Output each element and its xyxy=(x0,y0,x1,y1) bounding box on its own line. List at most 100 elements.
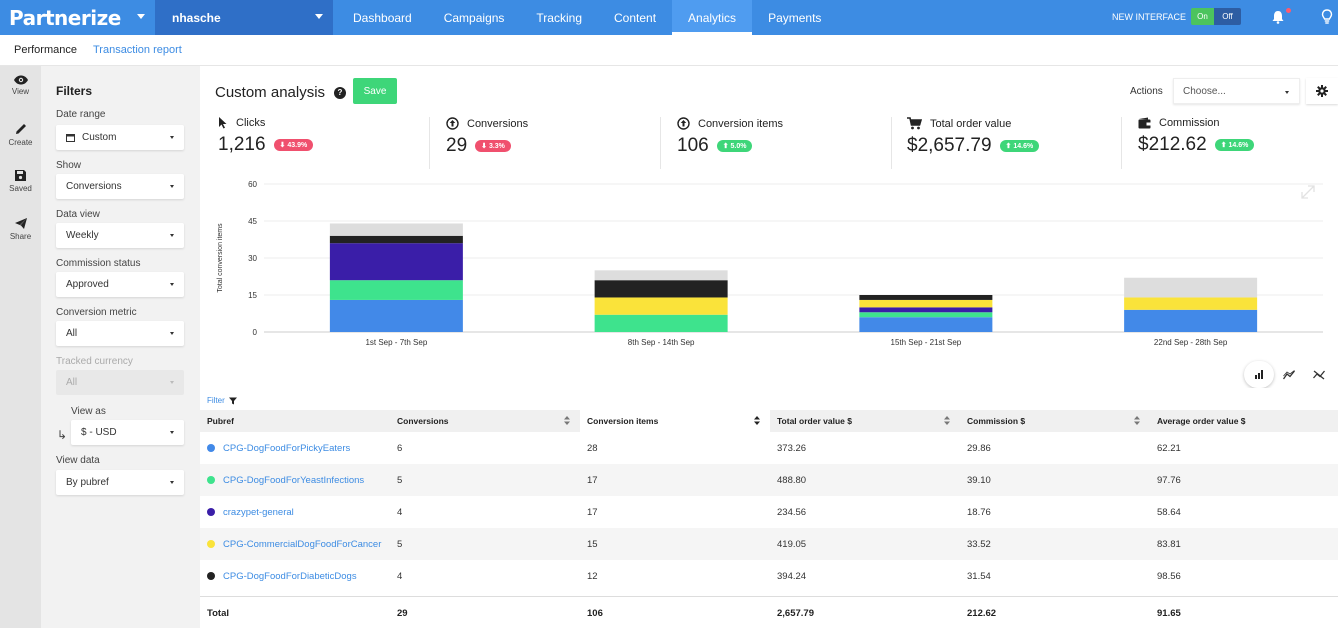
commission-status-select[interactable]: Approved xyxy=(56,272,184,297)
change-badge: ⬆ 14.6% xyxy=(999,140,1040,152)
kpi-commission: Commission $212.62 ⬆ 14.6% xyxy=(1138,117,1255,173)
bar-chart-button[interactable] xyxy=(1244,361,1274,388)
change-badge: ⬇ 3.3% xyxy=(475,140,511,152)
commission-status-value: Approved xyxy=(66,279,109,290)
save-button[interactable]: Save xyxy=(353,78,397,104)
filter-label: Filter xyxy=(207,396,225,405)
table-filter-link[interactable]: Filter xyxy=(207,396,237,405)
pubref-link[interactable]: CPG-DogFoodForDiabeticDogs xyxy=(200,560,357,592)
total-order-value: 2,657.79 xyxy=(777,607,814,619)
bar-segment xyxy=(859,299,993,308)
toggle-off[interactable]: Off xyxy=(1214,8,1241,25)
settings-button[interactable] xyxy=(1306,78,1338,104)
main-nav: Dashboard Campaigns Tracking Content Ana… xyxy=(337,0,837,35)
col-total-order-value[interactable]: Total order value $ xyxy=(770,410,960,432)
date-range-value: Custom xyxy=(82,132,117,143)
actions-placeholder: Choose... xyxy=(1183,85,1226,97)
account-selector[interactable]: nhasche xyxy=(155,0,333,35)
data-view-select[interactable]: Weekly xyxy=(56,223,184,248)
cell-total: 488.80 xyxy=(777,474,807,486)
series-color-dot xyxy=(207,572,215,580)
cell-average: 98.56 xyxy=(1157,570,1181,582)
series-color-dot xyxy=(207,508,215,516)
rail-share[interactable]: Share xyxy=(0,217,41,241)
page-title: Custom analysis xyxy=(215,84,326,101)
rail-saved[interactable]: Saved xyxy=(0,169,41,193)
kpi-label: Commission xyxy=(1159,117,1220,129)
nav-content[interactable]: Content xyxy=(614,10,657,25)
view-data-select[interactable]: By pubref xyxy=(56,470,184,495)
sort-icon xyxy=(1134,416,1140,425)
pubref-label[interactable]: CPG-CommercialDogFoodForCancer xyxy=(223,538,382,550)
pubref-label[interactable]: crazypet-general xyxy=(223,506,294,518)
nav-campaigns[interactable]: Campaigns xyxy=(443,10,505,25)
sort-icon xyxy=(754,416,760,425)
kpi-conversion-items: Conversion items 106 ⬆ 5.0% xyxy=(677,117,783,173)
kpi-value: $212.62 xyxy=(1138,134,1207,155)
total-average: 91.65 xyxy=(1157,607,1181,619)
cell-commission: 29.86 xyxy=(967,442,991,454)
y-tick-label: 30 xyxy=(248,254,257,263)
pubref-link[interactable]: CPG-CommercialDogFoodForCancer xyxy=(200,528,381,560)
table-row: CPG-CommercialDogFoodForCancer 5 15 419.05 3… xyxy=(200,528,1338,560)
col-average-order-value[interactable]: Average order value $ xyxy=(1150,410,1338,432)
new-interface-toggle[interactable]: On Off xyxy=(1191,8,1241,25)
line-chart-button[interactable] xyxy=(1274,361,1304,388)
kpi-value: 1,216 xyxy=(218,134,266,155)
nav-tracking[interactable]: Tracking xyxy=(536,10,582,25)
date-range-select[interactable]: Custom xyxy=(56,125,184,150)
nav-payments[interactable]: Payments xyxy=(768,10,822,25)
show-select[interactable]: Conversions xyxy=(56,174,184,199)
notification-bell-icon[interactable] xyxy=(1271,10,1285,24)
actions-select[interactable]: Choose... xyxy=(1173,78,1300,104)
notification-dot xyxy=(1286,8,1291,13)
hide-chart-button[interactable] xyxy=(1304,361,1334,388)
cell-average: 62.21 xyxy=(1157,442,1181,454)
cell-average: 58.64 xyxy=(1157,506,1181,518)
series-color-dot xyxy=(207,444,215,452)
pubref-label[interactable]: CPG-DogFoodForPickyEaters xyxy=(223,442,351,454)
rail-create[interactable]: Create xyxy=(0,122,41,147)
left-rail: View Create Saved Share xyxy=(0,66,41,628)
kpi-label: Conversion items xyxy=(698,117,783,130)
pubref-link[interactable]: CPG-DogFoodForPickyEaters xyxy=(200,432,350,464)
pubref-label[interactable]: CPG-DogFoodForDiabeticDogs xyxy=(223,570,357,582)
cart-icon xyxy=(907,117,922,130)
divider xyxy=(1121,117,1122,169)
logo-area[interactable]: Partnerize xyxy=(0,0,155,35)
rail-view[interactable]: View xyxy=(0,75,41,96)
logo[interactable]: Partnerize xyxy=(9,5,121,30)
kpi-label: Total order value xyxy=(930,117,1012,130)
divider xyxy=(891,117,892,169)
help-icon[interactable]: ? xyxy=(334,87,346,99)
kpi-value: $2,657.79 xyxy=(907,135,992,156)
pubref-link[interactable]: crazypet-general xyxy=(200,496,294,528)
nav-analytics[interactable]: Analytics xyxy=(672,0,753,35)
kpi-value: 106 xyxy=(677,135,709,156)
cell-total: 373.26 xyxy=(777,442,807,454)
chevron-down-icon xyxy=(170,234,174,237)
tab-performance[interactable]: Performance xyxy=(14,44,77,56)
bar-segment xyxy=(594,270,728,281)
toggle-on[interactable]: On xyxy=(1191,8,1214,25)
chevron-down-icon[interactable] xyxy=(137,14,145,19)
conversion-metric-select[interactable]: All xyxy=(56,321,184,346)
bar-segment xyxy=(329,223,463,236)
total-conversions: 29 xyxy=(397,607,408,619)
table-header: Pubref Conversions Conversion items Tota… xyxy=(200,410,1338,432)
col-conversion-items[interactable]: Conversion items xyxy=(580,410,770,432)
col-commission[interactable]: Commission $ xyxy=(960,410,1150,432)
pubref-label[interactable]: CPG-DogFoodForYeastInfections xyxy=(223,474,365,486)
tracked-currency-select: All xyxy=(56,370,184,395)
chevron-down-icon xyxy=(315,14,323,19)
view-as-select[interactable]: $ - USD xyxy=(71,420,184,445)
tab-transaction-report[interactable]: Transaction report xyxy=(92,44,182,56)
rail-saved-label: Saved xyxy=(9,184,32,193)
col-pubref[interactable]: Pubref xyxy=(200,410,390,432)
new-interface-label: NEW INTERFACE xyxy=(1112,12,1187,22)
nav-dashboard[interactable]: Dashboard xyxy=(353,10,412,25)
col-conversions[interactable]: Conversions xyxy=(390,410,580,432)
bar-segment xyxy=(859,312,993,318)
pubref-link[interactable]: CPG-DogFoodForYeastInfections xyxy=(200,464,364,496)
lightbulb-icon[interactable] xyxy=(1321,9,1333,25)
